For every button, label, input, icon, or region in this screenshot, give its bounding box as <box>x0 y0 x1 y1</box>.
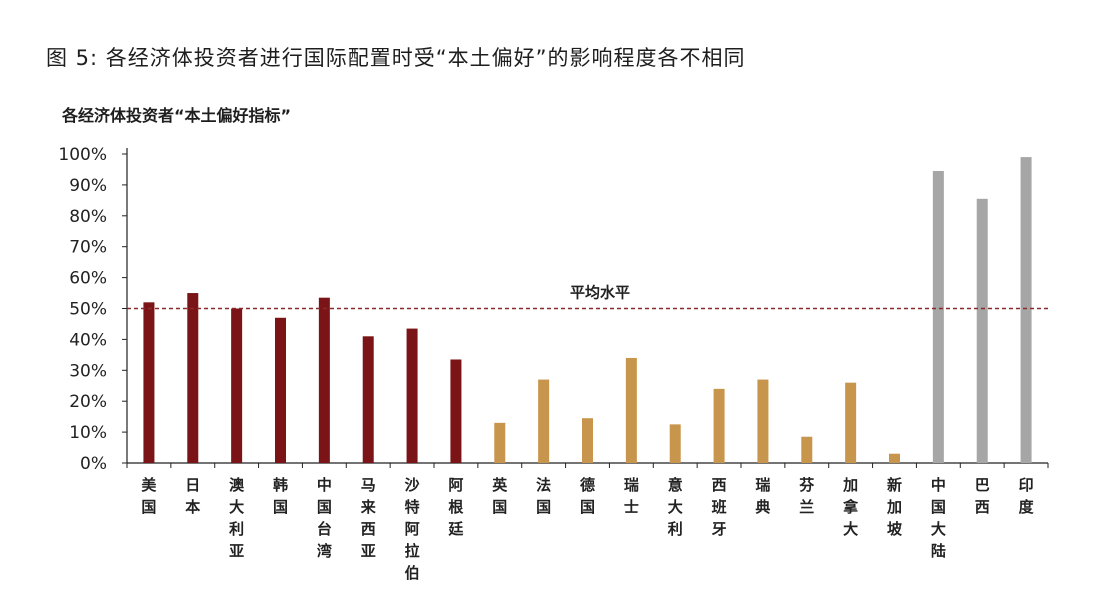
y-tick-label: 70% <box>69 238 107 258</box>
average-label: 平均水平 <box>570 284 630 302</box>
bar-沙特阿拉伯 <box>406 328 418 463</box>
category-label: 阿根廷 <box>447 476 464 538</box>
y-tick-label: 0% <box>80 454 107 474</box>
category-label: 沙特阿拉伯 <box>405 476 420 582</box>
category-label: 巴西 <box>975 476 990 516</box>
chart-axes: 0% 10% 20% 30% 40% 50% 60% 70% 80% 90% 100% <box>58 145 1049 474</box>
bar-澳大利亚 <box>231 308 243 463</box>
y-tick-label: 100% <box>58 145 107 165</box>
category-label: 意大利 <box>668 476 683 538</box>
bar-韩国 <box>275 317 286 463</box>
bar-西班牙 <box>713 388 725 463</box>
category-label: 澳大利亚 <box>229 476 245 560</box>
category-label: 日本 <box>185 476 200 516</box>
average-line-group: 平均水平 <box>127 284 1048 310</box>
bar-法国 <box>538 379 550 463</box>
y-tick-label: 10% <box>69 423 107 443</box>
bar-马来西亚 <box>362 336 374 463</box>
category-label: 中国大陆 <box>931 476 946 560</box>
bar-印度 <box>1020 157 1032 463</box>
category-label: 芬兰 <box>799 476 815 516</box>
bar-德国 <box>582 418 593 463</box>
bar-加拿大 <box>845 382 857 463</box>
category-label: 德国 <box>580 476 595 516</box>
y-tick-label: 60% <box>69 269 107 289</box>
bar-日本 <box>187 293 199 463</box>
category-label: 瑞典 <box>755 476 770 516</box>
category-label: 加拿大 <box>842 476 859 538</box>
bar-中国大陆 <box>932 170 944 463</box>
bar-英国 <box>494 422 506 463</box>
y-tick-label: 90% <box>69 176 107 196</box>
chart-title: 图 5: 各经济体投资者进行国际配置时受“本土偏好”的影响程度各不相同 <box>46 46 746 70</box>
y-tick-label: 40% <box>69 330 107 350</box>
bar-芬兰 <box>801 436 813 463</box>
bar-巴西 <box>976 198 988 463</box>
bar-瑞士 <box>625 357 637 463</box>
category-label: 印度 <box>1019 476 1035 516</box>
category-label: 英国 <box>492 476 508 516</box>
y-tick-label: 50% <box>69 300 107 320</box>
bar-series <box>143 157 1032 463</box>
category-label: 法国 <box>536 476 551 516</box>
category-label: 中国台湾 <box>317 476 332 560</box>
category-label: 新加坡 <box>886 476 902 538</box>
bar-新加坡 <box>889 453 900 463</box>
category-label: 西班牙 <box>712 476 727 538</box>
y-tick-label: 80% <box>69 207 107 227</box>
bar-美国 <box>143 302 155 463</box>
bar-阿根廷 <box>450 359 462 463</box>
bar-意大利 <box>669 424 681 463</box>
category-label: 瑞士 <box>624 476 639 516</box>
bar-瑞典 <box>757 379 769 463</box>
y-tick-label: 30% <box>69 361 107 381</box>
bar-中国台湾 <box>318 297 330 463</box>
category-label: 马来西亚 <box>360 476 377 560</box>
chart-subtitle: 各经济体投资者“本土偏好指标” <box>62 106 292 125</box>
category-label: 美国 <box>141 476 157 516</box>
y-tick-label: 20% <box>69 392 107 412</box>
category-label: 韩国 <box>273 476 288 516</box>
